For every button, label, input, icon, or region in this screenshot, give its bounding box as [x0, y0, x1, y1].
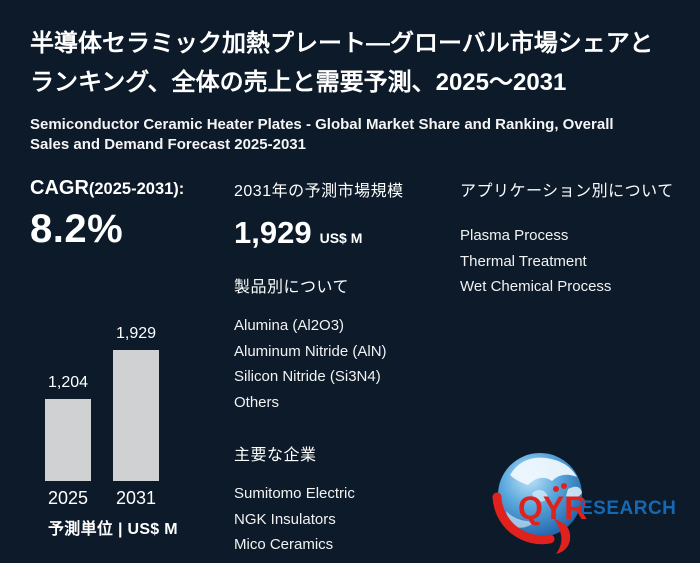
qyresearch-logo: QYR ESEARCH [492, 453, 676, 554]
market-size-bar-chart: 1,204 2025 1,929 2031 [45, 325, 159, 510]
cagr-label-row: CAGR(2025-2031): [30, 177, 225, 200]
logo-text-qyr: QYR [518, 490, 587, 526]
page-title-jp-line1: 半導体セラミック加熱プレート―グローバル市場シェアと [30, 30, 654, 57]
cagr-label: CAGR [30, 177, 89, 199]
companies-list: Sumitomo Electric NGK Insulators Mico Ce… [234, 481, 449, 558]
logo-red-swoosh [492, 483, 571, 554]
bar-value-label: 1,929 [115, 325, 157, 342]
applications-section: アプリケーション別について Plasma Process Thermal Tre… [460, 177, 690, 300]
forecast-heading: 2031年の予測市場規模 [234, 183, 404, 200]
bar-value-label: 1,204 [47, 374, 89, 391]
product-item: Aluminum Nitride (AlN) [234, 342, 387, 360]
globe-icon [498, 453, 582, 537]
chart-unit-note: 予測単位 | US$ M [48, 521, 178, 538]
product-item: Alumina (Al2O3) [234, 317, 345, 334]
bar-group: 1,929 2031 [113, 324, 159, 510]
bar-group: 1,204 2025 [45, 373, 91, 510]
middle-column: 2031年の予測市場規模 1,929 US$ M 製品別について Alumina … [234, 177, 449, 558]
cagr-value: 8.2% [30, 207, 124, 251]
page-subtitle-line1: Semiconductor Ceramic Heater Plates - Gl… [30, 116, 614, 133]
company-item: Mico Ceramics [234, 536, 334, 553]
applications-heading: アプリケーション別について [460, 183, 674, 200]
application-item: Thermal Treatment [460, 252, 587, 270]
applications-list: Plasma Process Thermal Treatment Wet Che… [460, 223, 690, 300]
header: 半導体セラミック加熱プレート―グローバル市場シェアと ランキング、全体の売上と需… [30, 24, 680, 155]
page-title-jp-line2: ランキング、全体の売上と需要予測、2025～2031 [30, 69, 567, 96]
logo-text-research: ESEARCH [580, 498, 676, 519]
bar [113, 350, 159, 481]
companies-heading: 主要な企業 [234, 447, 317, 464]
product-item: Others [234, 393, 280, 411]
page-subtitle-en: Semiconductor Ceramic Heater Plates - Gl… [30, 115, 680, 155]
forecast-unit: US$ M [319, 230, 363, 246]
application-item: Wet Chemical Process [460, 278, 612, 295]
products-list: Alumina (Al2O3) Aluminum Nitride (AlN) S… [234, 313, 449, 415]
cagr-range: (2025-2031): [88, 180, 185, 198]
cagr-section: CAGR(2025-2031): 8.2% [30, 177, 225, 252]
bar-category-label: 2025 [47, 488, 89, 508]
bar-chart-plot: 1,204 2025 1,929 2031 [45, 325, 159, 510]
company-item: NGK Insulators [234, 510, 336, 528]
bar-category-label: 2031 [115, 488, 157, 508]
page-subtitle-line2: Sales and Demand Forecast 2025-2031 [30, 136, 306, 153]
application-item: Plasma Process [460, 227, 569, 244]
forecast-value: 1,929 [234, 215, 312, 250]
company-item: Sumitomo Electric [234, 485, 355, 502]
products-heading: 製品別について [234, 279, 350, 296]
bar [45, 399, 91, 481]
product-item: Silicon Nitride (Si3N4) [234, 368, 381, 385]
forecast-value-row: 1,929 US$ M [234, 215, 449, 251]
